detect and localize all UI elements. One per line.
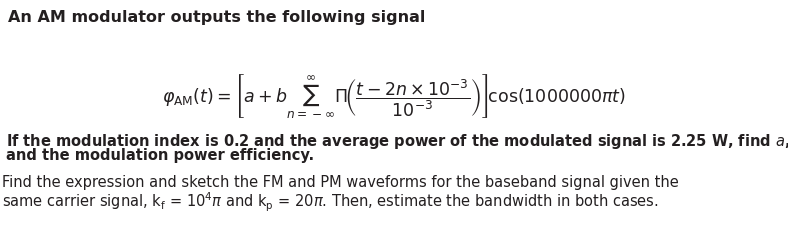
Text: An AM modulator outputs the following signal: An AM modulator outputs the following si… xyxy=(8,10,426,25)
Text: $\varphi_{\mathrm{AM}}(t) = \left[a + b\sum_{n=-\infty}^{\infty}\Pi\!\left(\dfra: $\varphi_{\mathrm{AM}}(t) = \left[a + b\… xyxy=(162,72,626,120)
Text: same carrier signal, k$_{\mathrm{f}}$ = 10$^4\pi$ and k$_{\mathrm{p}}$ = 20$\pi$: same carrier signal, k$_{\mathrm{f}}$ = … xyxy=(2,190,659,214)
Text: If the modulation index is 0.2 and the average power of the modulated signal is : If the modulation index is 0.2 and the a… xyxy=(6,132,788,150)
Text: and the modulation power efficiency.: and the modulation power efficiency. xyxy=(6,148,314,162)
Text: Find the expression and sketch the FM and PM waveforms for the baseband signal g: Find the expression and sketch the FM an… xyxy=(2,174,678,189)
